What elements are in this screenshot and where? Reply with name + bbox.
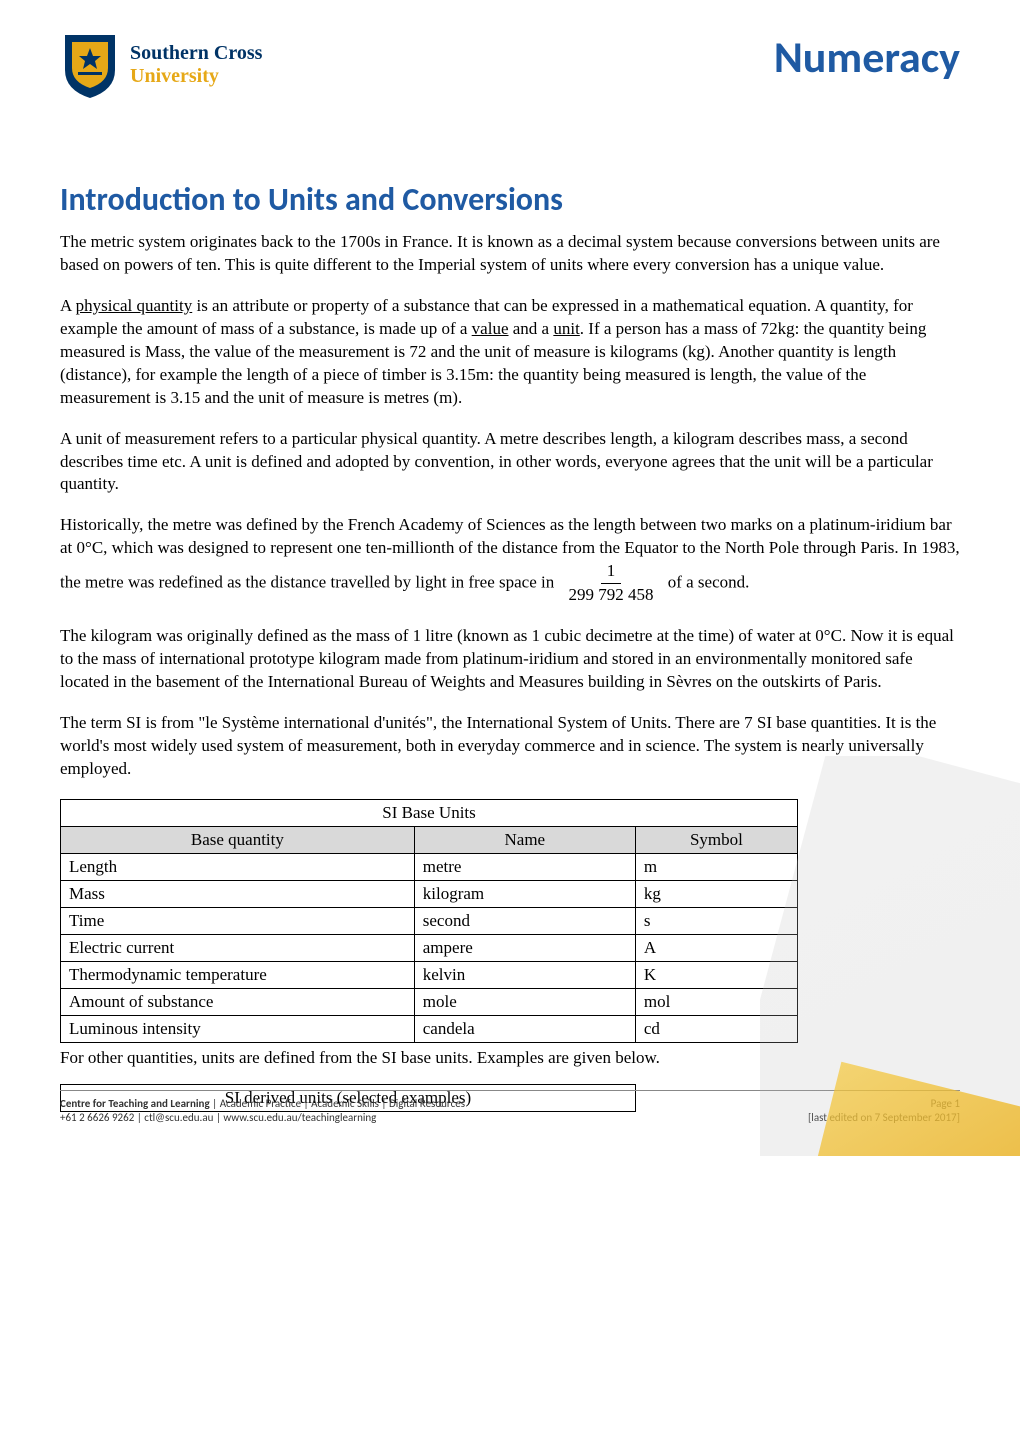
header-base-quantity: Base quantity <box>61 826 415 853</box>
cell-symbol: mol <box>635 988 797 1015</box>
paragraph-after-table: For other quantities, units are defined … <box>60 1047 960 1070</box>
p2-underline-1: physical quantity <box>76 296 193 315</box>
table-title: SI Base Units <box>61 799 798 826</box>
footer-org: Centre for Teaching and Learning <box>60 1097 210 1110</box>
si-base-units-table: SI Base Units Base quantity Name Symbol … <box>60 799 798 1043</box>
paragraph-6: The term SI is from "le Système internat… <box>60 712 960 781</box>
cell-symbol: K <box>635 961 797 988</box>
footer-page-number: Page 1 <box>808 1097 960 1111</box>
table-row: Time second s <box>61 907 798 934</box>
fraction-numerator: 1 <box>601 560 622 584</box>
table-row: Luminous intensity candela cd <box>61 1015 798 1042</box>
cell-name: candela <box>414 1015 635 1042</box>
logo: Southern Cross University <box>60 30 262 100</box>
table-header-row: Base quantity Name Symbol <box>61 826 798 853</box>
footer-right: Page 1 [last edited on 7 September 2017] <box>808 1097 960 1126</box>
table-row: Mass kilogram kg <box>61 880 798 907</box>
footer-breadcrumb: | Academic Practice | Academic Skills | … <box>210 1097 465 1110</box>
cell-symbol: cd <box>635 1015 797 1042</box>
table-title-row: SI Base Units <box>61 799 798 826</box>
table-row: Length metre m <box>61 853 798 880</box>
paragraph-1: The metric system originates back to the… <box>60 231 960 277</box>
cell-bq: Length <box>61 853 415 880</box>
cell-name: kelvin <box>414 961 635 988</box>
p4-text-a: Historically, the metre was defined by t… <box>60 515 960 591</box>
header: Southern Cross University Numeracy <box>60 30 960 100</box>
header-name: Name <box>414 826 635 853</box>
table-row: Amount of substance mole mol <box>61 988 798 1015</box>
footer-edit-date: [last edited on 7 September 2017] <box>808 1111 960 1125</box>
cell-bq: Mass <box>61 880 415 907</box>
table-row: Thermodynamic temperature kelvin K <box>61 961 798 988</box>
cell-symbol: s <box>635 907 797 934</box>
footer-left: Centre for Teaching and Learning | Acade… <box>60 1097 465 1126</box>
cell-name: ampere <box>414 934 635 961</box>
p4-text-b: of a second. <box>668 573 750 592</box>
paragraph-2: A physical quantity is an attribute or p… <box>60 295 960 410</box>
university-shield-icon <box>60 30 120 100</box>
cell-symbol: A <box>635 934 797 961</box>
cell-name: mole <box>414 988 635 1015</box>
logo-text-line1: Southern Cross <box>130 42 262 65</box>
fraction-denominator: 299 792 458 <box>562 584 659 607</box>
footer: Centre for Teaching and Learning | Acade… <box>60 1090 960 1126</box>
cell-name: second <box>414 907 635 934</box>
cell-bq: Amount of substance <box>61 988 415 1015</box>
cell-symbol: m <box>635 853 797 880</box>
cell-bq: Electric current <box>61 934 415 961</box>
p2-underline-2: value <box>472 319 509 338</box>
cell-name: kilogram <box>414 880 635 907</box>
cell-bq: Luminous intensity <box>61 1015 415 1042</box>
footer-contact: +61 2 6626 9262 | ctl@scu.edu.au | www.s… <box>60 1111 465 1125</box>
cell-symbol: kg <box>635 880 797 907</box>
table-row: Electric current ampere A <box>61 934 798 961</box>
p2-underline-3: unit <box>553 319 579 338</box>
p2-text-a: A <box>60 296 76 315</box>
cell-bq: Thermodynamic temperature <box>61 961 415 988</box>
logo-text-line2: University <box>130 65 262 88</box>
paragraph-5: The kilogram was originally defined as t… <box>60 625 960 694</box>
paragraph-3: A unit of measurement refers to a partic… <box>60 428 960 497</box>
cell-bq: Time <box>61 907 415 934</box>
header-symbol: Symbol <box>635 826 797 853</box>
p2-text-c: and a <box>509 319 554 338</box>
cell-name: metre <box>414 853 635 880</box>
page-title: Introduction to Units and Conversions <box>60 180 960 219</box>
header-title: Numeracy <box>774 30 960 84</box>
paragraph-4: Historically, the metre was defined by t… <box>60 514 960 607</box>
fraction: 1 299 792 458 <box>562 560 659 607</box>
